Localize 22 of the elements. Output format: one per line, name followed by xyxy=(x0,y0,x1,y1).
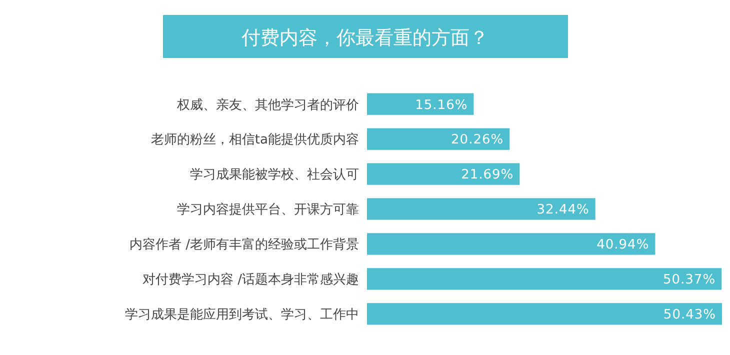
data-label: 20.26% xyxy=(451,132,504,148)
bar xyxy=(367,268,722,290)
data-label: 15.16% xyxy=(415,98,468,113)
bar xyxy=(367,163,520,185)
bar xyxy=(367,303,722,325)
data-label: 21.69% xyxy=(461,168,514,183)
y-tick-label: 权威、亲友、其他学习者的评价 xyxy=(176,98,359,113)
data-label: 50.43% xyxy=(663,308,716,323)
bar xyxy=(367,128,510,150)
y-tick-label: 老师的粉丝，相信ta能提供优质内容 xyxy=(150,132,359,148)
y-tick-label: 学习成果能被学校、社会认可 xyxy=(190,168,359,183)
chart-title: 付费内容，你最看重的方面？ xyxy=(240,26,488,49)
data-label: 40.94% xyxy=(596,238,650,253)
y-tick-label: 学习内容提供平台、开课方可靠 xyxy=(177,202,359,218)
bar xyxy=(367,198,596,220)
y-tick-label: 对付费学习内容 /话题本身非常感兴趣 xyxy=(142,272,359,288)
y-tick-label: 学习成果是能应用到考试、学习、工作中 xyxy=(125,306,359,323)
bar xyxy=(367,93,474,115)
data-label: 50.37% xyxy=(663,272,716,288)
data-label: 32.44% xyxy=(536,202,590,218)
bar xyxy=(367,233,656,255)
y-tick-label: 内容作者 /老师有丰富的经验或工作背景 xyxy=(129,236,359,253)
